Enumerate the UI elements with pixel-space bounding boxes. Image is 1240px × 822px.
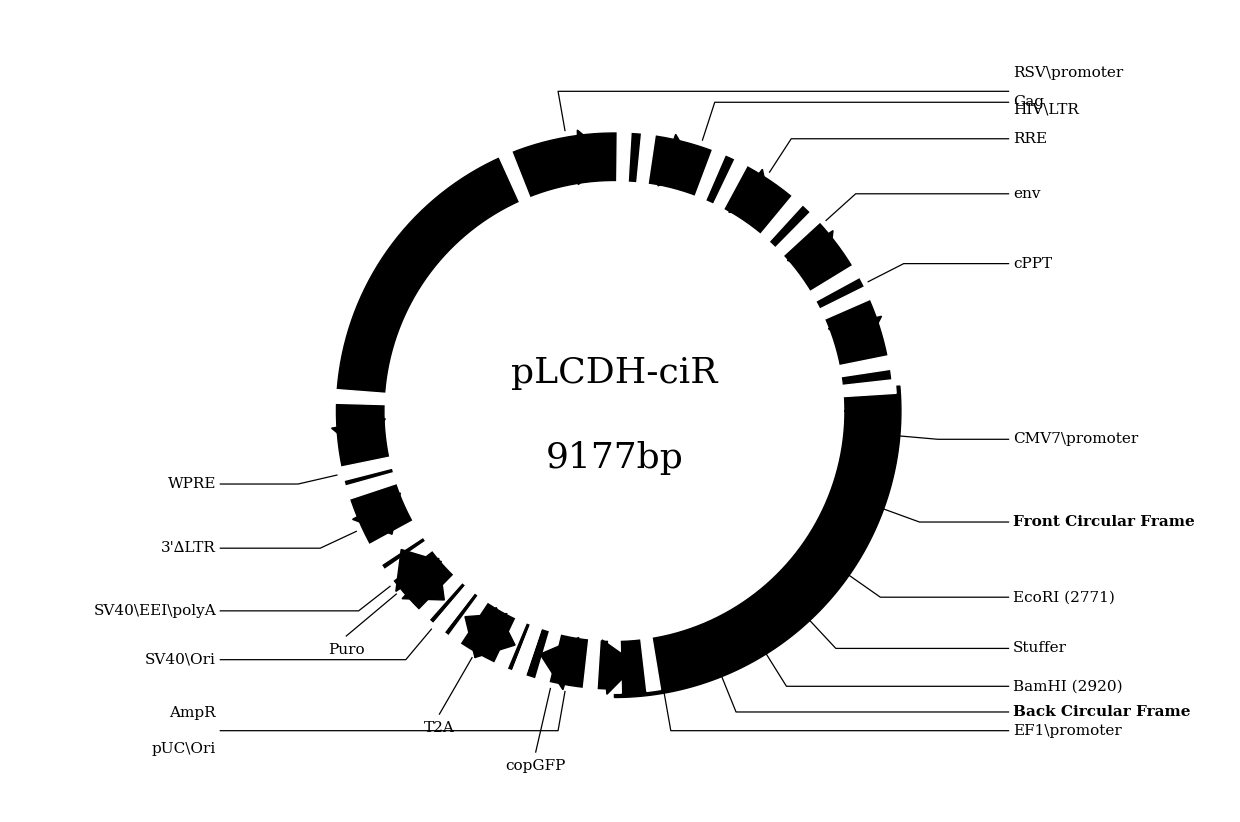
Polygon shape [807,264,862,302]
Polygon shape [616,129,631,185]
Polygon shape [534,628,562,686]
Text: 3'∆LTR: 3'∆LTR [161,541,216,555]
Polygon shape [382,539,435,583]
Polygon shape [608,637,621,693]
Polygon shape [372,526,425,566]
Text: T2A: T2A [424,721,455,735]
Polygon shape [342,472,399,500]
Polygon shape [396,549,441,591]
Polygon shape [331,418,386,455]
Polygon shape [511,621,542,678]
Polygon shape [640,635,661,691]
Polygon shape [636,130,656,187]
Polygon shape [432,584,476,635]
Polygon shape [475,607,515,658]
Text: SV40\Ori: SV40\Ori [145,653,216,667]
Text: AmpR: AmpR [170,705,216,720]
Text: Stuffer: Stuffer [1013,641,1066,655]
Polygon shape [712,156,749,212]
Polygon shape [417,573,464,622]
Polygon shape [432,584,476,635]
Polygon shape [578,130,610,185]
Polygon shape [787,231,833,273]
Text: CMV7\promoter: CMV7\promoter [1013,432,1138,446]
Polygon shape [446,593,490,646]
Polygon shape [828,316,882,353]
Text: 9177bp: 9177bp [546,441,683,474]
Text: RSV\promoter: RSV\promoter [1013,67,1123,81]
Polygon shape [817,285,873,321]
Text: Puro: Puro [327,643,365,657]
Text: copGFP: copGFP [506,759,565,773]
Polygon shape [339,456,396,481]
Polygon shape [658,134,697,186]
Polygon shape [465,613,507,658]
Polygon shape [694,147,727,203]
Text: HIV\LTR: HIV\LTR [1013,102,1079,117]
Text: pLCDH-ciR: pLCDH-ciR [511,356,718,390]
Polygon shape [603,640,636,695]
Polygon shape [774,210,822,258]
Text: Gag: Gag [1013,95,1044,109]
Text: cPPT: cPPT [1013,256,1052,270]
Polygon shape [511,621,542,678]
Text: env: env [1013,187,1040,201]
Polygon shape [583,636,600,693]
Text: SV40\EEI\polyA: SV40\EEI\polyA [93,604,216,618]
Text: pUC\Ori: pUC\Ori [151,741,216,755]
Text: EcoRI (2771): EcoRI (2771) [1013,590,1115,604]
Polygon shape [729,169,771,212]
Text: Front Circular Frame: Front Circular Frame [1013,515,1194,529]
Text: BamHI (2920): BamHI (2920) [1013,679,1122,693]
Polygon shape [367,520,422,558]
Polygon shape [494,616,527,672]
Polygon shape [839,380,897,397]
Polygon shape [615,386,901,698]
Text: EF1\promoter: EF1\promoter [1013,723,1121,737]
Polygon shape [497,149,531,205]
Polygon shape [332,390,389,404]
Polygon shape [541,638,579,690]
Polygon shape [352,493,401,534]
Polygon shape [402,558,444,600]
Text: Back Circular Frame: Back Circular Frame [1013,705,1190,719]
Polygon shape [836,355,894,377]
Text: RRE: RRE [1013,132,1047,145]
Polygon shape [759,193,805,244]
Text: WPRE: WPRE [167,477,216,491]
Polygon shape [336,133,893,689]
